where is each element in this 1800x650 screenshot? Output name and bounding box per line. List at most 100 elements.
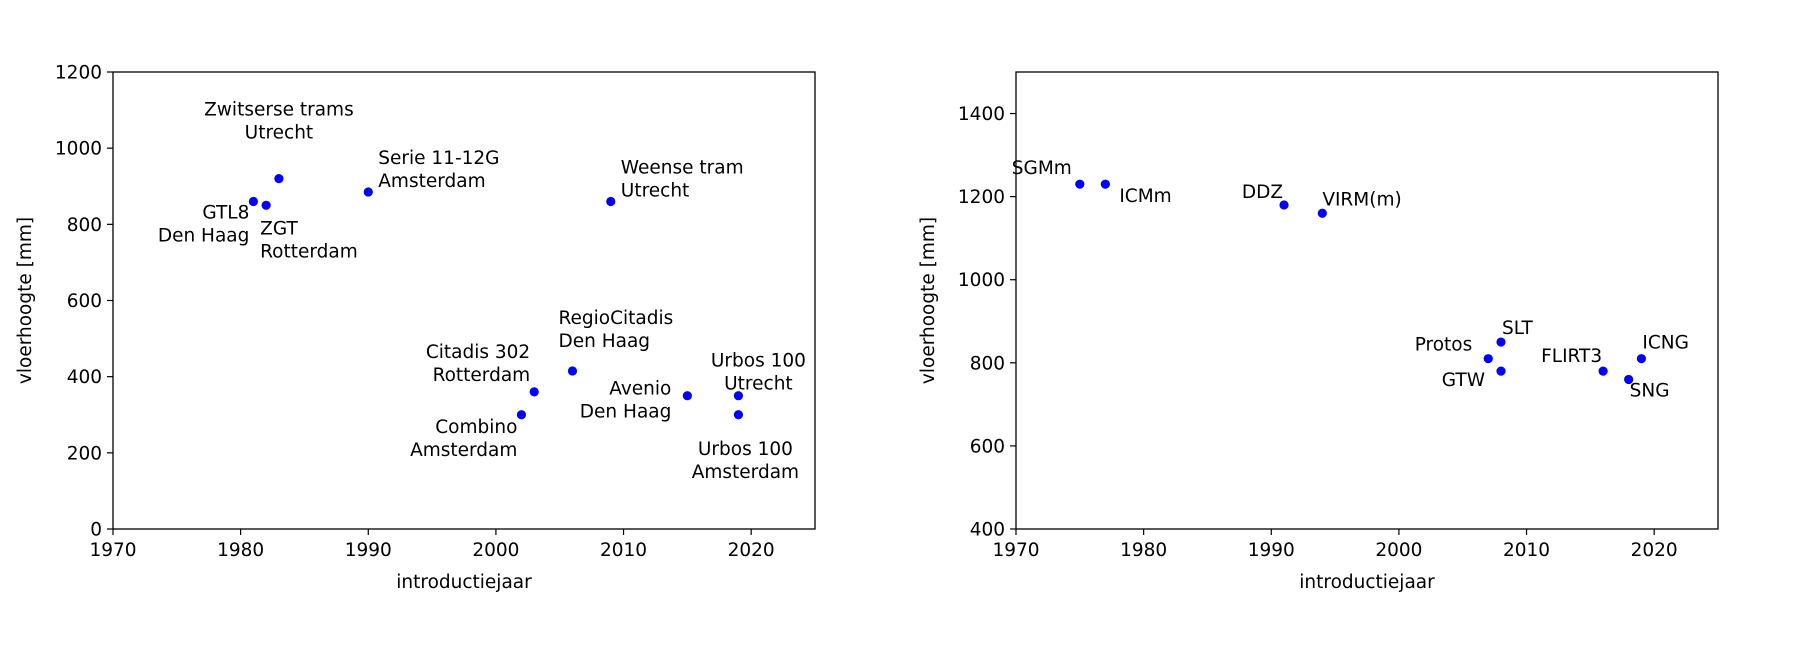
point-label-line: Amsterdam — [378, 171, 485, 192]
point-label-line: Utrecht — [245, 123, 314, 144]
data-point — [682, 391, 692, 401]
data-point — [516, 410, 527, 420]
point-label-line: Urbos 100 — [698, 439, 793, 460]
point-label-line: Protos — [1415, 335, 1473, 356]
data-point — [1624, 374, 1634, 385]
x-tick-label: 2020 — [728, 540, 775, 561]
data-point — [733, 391, 744, 401]
x-tick-label: 1970 — [89, 540, 136, 561]
x-tick-label: 2010 — [1503, 540, 1550, 561]
x-tick-label: 2020 — [1631, 540, 1678, 561]
point-label: GTW — [1442, 370, 1485, 391]
point-label-line: Den Haag — [580, 402, 672, 423]
point-label: ICNG — [1642, 333, 1689, 354]
point-label-line: Serie 11-12G — [378, 148, 499, 169]
x-tick-label: 1980 — [217, 540, 264, 561]
point-label-line: FLIRT3 — [1541, 346, 1602, 367]
data-point — [363, 187, 373, 197]
x-tick-label: 1970 — [992, 540, 1039, 561]
point-label-line: DDZ — [1242, 182, 1283, 203]
data-point — [606, 196, 616, 207]
point-label: VIRM(m) — [1322, 189, 1401, 210]
point-label-line: Weense tram — [621, 157, 744, 178]
y-tick-label: 800 — [67, 215, 102, 236]
y-tick-label: 1000 — [958, 270, 1005, 291]
point-label-line: Rotterdam — [260, 241, 358, 262]
data-point — [529, 387, 539, 397]
point-label-line: Amsterdam — [692, 462, 799, 483]
x-tick-label: 2000 — [472, 540, 519, 561]
point-label-line: Amsterdam — [410, 440, 517, 461]
train-floor-height-chart: 1970 1980 1990 2000 2010 2020 400 600 800 1000 120… — [918, 71, 1719, 593]
point-label: RegioCitadis Den Haag — [558, 308, 673, 352]
point-label-line: SLT — [1502, 318, 1534, 339]
y-axis-label: vloerhoogte [mm] — [15, 217, 36, 384]
data-point — [1075, 179, 1085, 189]
point-label: SLT — [1502, 318, 1534, 339]
point-label-line: Utrecht — [724, 374, 793, 395]
point-label-line: ZGT — [260, 218, 298, 239]
point-label-line: Den Haag — [158, 225, 250, 246]
data-point — [1496, 366, 1506, 376]
point-label: SGMm — [1012, 158, 1072, 179]
y-tick-label: 400 — [970, 520, 1005, 541]
tram-floor-height-chart: 1970 1980 1990 2000 2010 2020 0 200 400 600 800 100… — [15, 63, 816, 593]
data-point — [248, 196, 258, 207]
point-label-line: VIRM(m) — [1322, 189, 1401, 210]
data-point — [733, 410, 744, 420]
y-axis-label: vloerhoogte [mm] — [918, 217, 939, 384]
y-tick-label: 200 — [67, 443, 102, 464]
point-label: FLIRT3 — [1541, 346, 1602, 367]
point-label-line: GTW — [1442, 370, 1485, 391]
point-label-line: GTL8 — [202, 202, 249, 223]
x-tick-label: 2010 — [600, 540, 647, 561]
point-label-line: SGMm — [1012, 158, 1072, 179]
point-label: Zwitserse trams Utrecht — [204, 100, 354, 144]
y-tick-label: 0 — [90, 520, 102, 541]
data-point — [1100, 179, 1110, 189]
point-label-line: ICMm — [1119, 186, 1171, 207]
x-tick-label: 2000 — [1375, 540, 1422, 561]
x-axis-label: introductiejaar — [1299, 572, 1435, 593]
point-label: Combino Amsterdam — [410, 417, 517, 461]
x-axis-label: introductiejaar — [396, 572, 532, 593]
data-point — [1483, 354, 1493, 364]
point-label-line: Utrecht — [621, 180, 690, 201]
point-label: SNG — [1630, 380, 1670, 401]
y-tick-label: 1200 — [55, 63, 102, 84]
point-label: DDZ — [1242, 182, 1283, 203]
point-label: Serie 11-12G Amsterdam — [378, 148, 499, 192]
point-label-line: ICNG — [1642, 333, 1689, 354]
point-label-line: Urbos 100 — [711, 351, 806, 372]
y-tick-label: 1200 — [958, 187, 1005, 208]
point-label-line: SNG — [1630, 380, 1670, 401]
data-point — [1636, 354, 1647, 364]
point-label: ICMm — [1119, 186, 1171, 207]
y-tick-label: 1400 — [958, 104, 1005, 125]
point-label: Avenio Den Haag — [580, 379, 672, 423]
y-tick-label: 800 — [970, 353, 1005, 374]
point-label: ZGT Rotterdam — [260, 218, 358, 262]
point-label-line: Rotterdam — [433, 365, 531, 386]
data-point — [261, 200, 271, 210]
y-tick-label: 1000 — [55, 139, 102, 160]
point-label: GTL8 Den Haag — [158, 202, 250, 246]
point-label-line: Avenio — [609, 379, 671, 400]
point-label: Urbos 100 Amsterdam — [692, 439, 799, 483]
data-point — [1496, 337, 1506, 347]
plot-frame — [1015, 71, 1719, 530]
data-point — [1317, 208, 1327, 218]
data-point — [567, 366, 578, 376]
point-label: Weense tram Utrecht — [621, 157, 744, 201]
point-label: Citadis 302 Rotterdam — [426, 342, 530, 386]
y-tick-label: 400 — [67, 367, 102, 388]
point-label-line: Zwitserse trams — [204, 100, 354, 121]
data-point — [1279, 200, 1289, 210]
data-point — [274, 174, 284, 184]
point-label: Protos — [1415, 335, 1473, 356]
x-tick-label: 1990 — [345, 540, 392, 561]
point-label-line: Den Haag — [558, 331, 650, 352]
y-tick-label: 600 — [67, 291, 102, 312]
y-tick-label: 600 — [970, 436, 1005, 457]
